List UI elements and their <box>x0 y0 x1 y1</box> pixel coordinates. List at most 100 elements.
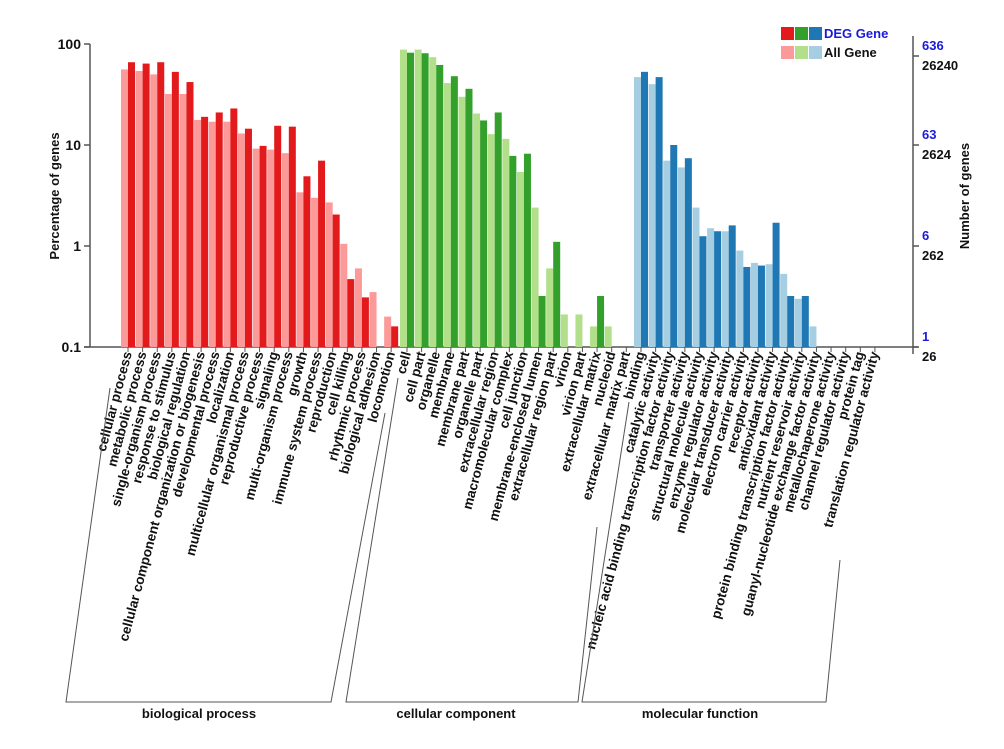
x-tick-label: cell <box>394 350 414 376</box>
legend-swatch <box>809 27 822 40</box>
bar-deg-gene-bp <box>274 125 282 348</box>
bar-deg-gene-cc <box>450 76 458 347</box>
bar-deg-gene-mf <box>801 295 809 347</box>
y2-tick-label-all: 26240 <box>922 58 958 73</box>
bar-deg-gene-bp <box>244 128 252 347</box>
bar-deg-gene-mf <box>787 295 795 347</box>
bar-deg-gene-mf <box>757 265 765 347</box>
bar-all-gene-bp <box>311 197 319 347</box>
bar-deg-gene-cc <box>494 112 502 348</box>
bar-all-gene-cc <box>400 49 407 348</box>
y2-tick-label-all: 26 <box>922 349 936 364</box>
bar-all-gene-cc <box>414 49 422 348</box>
bar-all-gene-bp <box>281 153 289 347</box>
bar-deg-gene-bp <box>391 326 399 347</box>
y-ticks: 0.1 1 10 100 <box>58 36 90 355</box>
bar-deg-gene-bp <box>288 126 296 348</box>
group-label-bp: biological process <box>142 706 256 721</box>
bar-all-gene-cc <box>604 326 612 347</box>
bar-deg-gene-cc <box>407 52 414 347</box>
bar-deg-gene-cc <box>465 88 473 347</box>
bar-all-gene-bp <box>150 74 158 348</box>
bar-deg-gene-cc <box>436 64 444 347</box>
bar-deg-gene-bp <box>142 63 150 348</box>
bar-deg-gene-cc <box>553 241 561 347</box>
legend-label: All Gene <box>824 45 877 60</box>
y-tick-label: 100 <box>58 36 82 52</box>
bar-all-gene-cc <box>487 134 495 347</box>
bar-deg-gene-bp <box>201 116 209 347</box>
bar-deg-gene-mf <box>714 231 722 347</box>
bar-all-gene-mf <box>707 228 715 347</box>
bar-deg-gene-bp <box>157 62 165 347</box>
bar-all-gene-bp <box>135 71 143 347</box>
y-tick-label: 0.1 <box>62 339 82 355</box>
bar-all-gene-cc <box>575 314 583 347</box>
bracket-cc <box>345 377 598 703</box>
bar-deg-gene-mf <box>772 222 780 347</box>
bar-deg-gene-bp <box>303 176 311 347</box>
bar-all-gene-bp <box>121 69 128 347</box>
bar-all-gene-cc <box>546 268 554 347</box>
bar-deg-gene-bp <box>171 71 179 347</box>
bar-all-gene-cc <box>429 57 437 348</box>
bar-all-gene-bp <box>340 243 348 347</box>
bar-all-gene-mf <box>794 298 802 347</box>
bar-all-gene-mf <box>677 167 685 347</box>
group-brackets: biological process cellular component mole… <box>65 377 841 721</box>
bar-all-gene-bp <box>369 292 377 347</box>
bar-deg-gene-bp <box>128 62 135 347</box>
bar-all-gene-cc <box>443 83 451 348</box>
bar-all-gene-bp <box>194 119 202 347</box>
bar-deg-gene-bp <box>347 279 355 347</box>
bar-deg-gene-cc <box>597 295 605 347</box>
bar-all-gene-mf <box>809 326 817 347</box>
y2-tick-label-deg: 636 <box>922 38 944 53</box>
bar-all-gene-cc <box>458 96 466 347</box>
bar-deg-gene-mf <box>670 145 678 347</box>
bar-all-gene-cc <box>560 314 568 347</box>
bar-all-gene-bp <box>237 133 245 347</box>
bar-deg-gene-mf <box>728 225 736 347</box>
bar-deg-gene-mf <box>655 77 663 348</box>
bar-deg-gene-mf <box>684 158 692 347</box>
bar-all-gene-mf <box>780 273 788 347</box>
y2-tick-label-deg: 6 <box>922 228 929 243</box>
group-label-cc: cellular component <box>396 706 516 721</box>
bar-all-gene-bp <box>354 268 362 347</box>
bar-deg-gene-cc <box>538 295 546 347</box>
group-label-mf: molecular function <box>642 706 758 721</box>
y2-tick-label-deg: 1 <box>922 329 929 344</box>
bar-all-gene-mf <box>721 231 729 347</box>
bar-all-gene-bp <box>223 121 231 347</box>
bar-all-gene-mf <box>750 262 758 347</box>
legend-swatch <box>795 46 808 59</box>
bar-all-gene-cc <box>516 172 524 347</box>
bar-deg-gene-bp <box>186 82 194 347</box>
bar-deg-gene-bp <box>361 297 369 347</box>
bar-deg-gene-bp <box>259 145 267 347</box>
legend-swatch <box>809 46 822 59</box>
bar-deg-gene-mf <box>743 266 751 347</box>
legend-label: DEG Gene <box>824 26 888 41</box>
bar-all-gene-cc <box>590 326 598 347</box>
bar-all-gene-bp <box>384 316 392 347</box>
bar-all-gene-bp <box>267 149 275 347</box>
bar-deg-gene-mf <box>641 71 648 347</box>
y-tick-label: 1 <box>73 238 81 254</box>
bar-all-gene-bp <box>164 93 172 347</box>
bar-deg-gene-cc <box>509 155 517 347</box>
legend: DEG Gene All Gene <box>781 26 888 60</box>
bar-all-gene-bp <box>252 148 260 347</box>
bar-all-gene-mf <box>663 160 671 347</box>
y2-tick-label-deg: 63 <box>922 127 936 142</box>
bar-deg-gene-mf <box>699 236 707 347</box>
y2-ticks: 1 26 6 262 63 2624 636 26240 <box>913 38 958 364</box>
y2-axis-title: Number of genes <box>957 143 972 249</box>
bar-all-gene-mf <box>692 207 700 347</box>
bar-all-gene-mf <box>634 77 641 348</box>
bar-all-gene-bp <box>325 202 333 347</box>
bar-deg-gene-cc <box>421 53 429 347</box>
